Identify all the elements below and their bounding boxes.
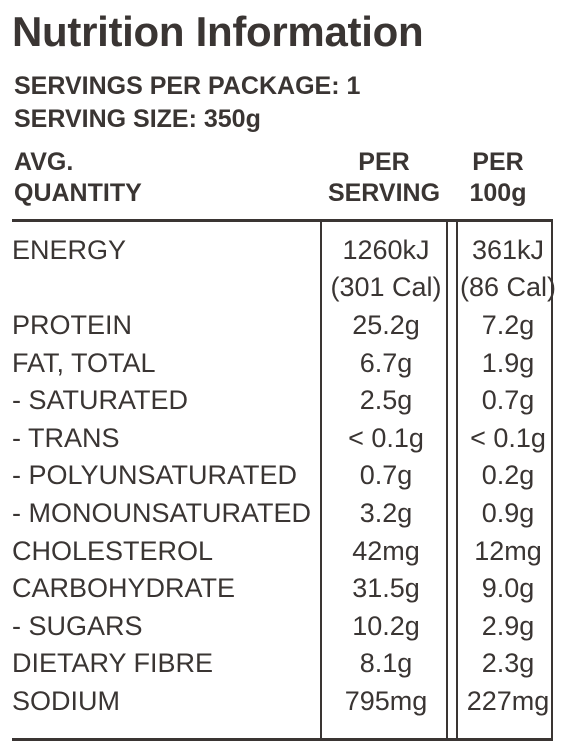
- table-row-monounsaturated: - MONOUNSATURATED 3.2g 0.9g: [0, 495, 570, 533]
- per-100g-value: 361kJ (86 Cal): [456, 232, 560, 306]
- nutrient-name: - MONOUNSATURATED: [12, 497, 311, 528]
- nutrient-table: ENERGY 1260kJ (301 Cal) 361kJ (86 Cal) P…: [0, 232, 570, 721]
- per-100g-value: 1.9g: [481, 347, 535, 378]
- table-row-trans: - TRANS < 0.1g < 0.1g: [0, 420, 570, 458]
- servings-per-package: SERVINGS PER PACKAGE: 1: [14, 72, 361, 100]
- per-serving-value: 2.5g: [359, 385, 413, 416]
- bottom-divider: [12, 738, 553, 741]
- per-serving-value: 3.2g: [359, 497, 413, 528]
- per-100g-value: 227mg: [466, 685, 550, 716]
- per-serving-value: 0.7g: [359, 460, 413, 491]
- energy-kj-per-100g: 361kJ: [471, 235, 545, 265]
- nutrient-name: SODIUM: [12, 685, 120, 716]
- per-100g-value: < 0.1g: [470, 422, 546, 453]
- table-row-fat-total: FAT, TOTAL 6.7g 1.9g: [0, 345, 570, 383]
- per-serving-value: 10.2g: [352, 610, 420, 641]
- per-serving-header-line1: PER: [358, 148, 410, 176]
- avg-quantity-header: AVG. QUANTITY: [14, 147, 142, 209]
- nutrient-name: DIETARY FIBRE: [12, 648, 214, 679]
- servings-info: SERVINGS PER PACKAGE: 1 SERVING SIZE: 35…: [14, 70, 360, 136]
- avg-quantity-header-line2: QUANTITY: [14, 179, 142, 207]
- serving-column-right-border: [446, 219, 448, 739]
- per-100g-value: 0.7g: [481, 385, 535, 416]
- table-row-sugars: - SUGARS 10.2g 2.9g: [0, 608, 570, 646]
- table-row-sodium: SODIUM 795mg 227mg: [0, 683, 570, 721]
- per-100g-value: 0.2g: [481, 460, 535, 491]
- per-serving-header: PER SERVING: [320, 147, 448, 209]
- table-row-saturated: - SATURATED 2.5g 0.7g: [0, 382, 570, 420]
- nutrient-name: - SUGARS: [12, 610, 143, 641]
- table-row-carbohydrate: CARBOHYDRATE 31.5g 9.0g: [0, 570, 570, 608]
- per-serving-value: 795mg: [344, 685, 428, 716]
- avg-quantity-header-line1: AVG.: [14, 148, 74, 176]
- nutrient-name: CHOLESTEROL: [12, 535, 214, 566]
- header-divider: [12, 219, 553, 222]
- energy-cal-per-serving: (301 Cal): [330, 272, 442, 302]
- per-serving-value: < 0.1g: [348, 422, 424, 453]
- per-serving-value: 8.1g: [359, 648, 413, 679]
- per-100g-value: 7.2g: [481, 310, 535, 340]
- per-serving-value: 25.2g: [352, 310, 420, 340]
- table-row-cholesterol: CHOLESTEROL 42mg 12mg: [0, 533, 570, 571]
- nutrient-name: PROTEIN: [12, 310, 133, 340]
- per-100g-value: 9.0g: [481, 573, 535, 604]
- nutrient-name: ENERGY: [12, 235, 127, 265]
- per-serving-header-line2: SERVING: [327, 179, 441, 207]
- serving-size: SERVING SIZE: 350g: [14, 105, 261, 133]
- per-100g-header-line1: PER: [472, 148, 524, 176]
- per-serving-value: 42mg: [352, 535, 420, 566]
- per-100g-column-right-border: [551, 219, 553, 739]
- page-title: Nutrition Information: [12, 8, 424, 55]
- per-100g-value: 2.3g: [481, 648, 535, 679]
- table-row-polyunsaturated: - POLYUNSATURATED 0.7g 0.2g: [0, 457, 570, 495]
- nutrient-name: FAT, TOTAL: [12, 347, 156, 378]
- per-100g-header: PER 100g: [457, 147, 539, 209]
- per-100g-header-line2: 100g: [469, 179, 527, 207]
- nutrient-name: CARBOHYDRATE: [12, 573, 236, 604]
- serving-column-left-border: [320, 219, 322, 739]
- table-row-dietary-fibre: DIETARY FIBRE 8.1g 2.3g: [0, 645, 570, 683]
- energy-cal-per-100g: (86 Cal): [459, 272, 557, 302]
- nutrient-name: - POLYUNSATURATED: [12, 460, 298, 491]
- per-serving-value: 1260kJ (301 Cal): [320, 232, 452, 306]
- table-row-energy: ENERGY 1260kJ (301 Cal) 361kJ (86 Cal): [0, 232, 570, 307]
- per-serving-value: 6.7g: [359, 347, 413, 378]
- nutrient-name: - SATURATED: [12, 385, 189, 416]
- energy-kj-per-serving: 1260kJ: [342, 235, 430, 265]
- per-100g-value: 12mg: [474, 535, 542, 566]
- per-100g-value: 0.9g: [481, 497, 535, 528]
- per-serving-value: 31.5g: [352, 573, 420, 604]
- nutrient-name: - TRANS: [12, 422, 120, 453]
- per-100g-column-left-border: [456, 219, 458, 739]
- per-100g-value: 2.9g: [481, 610, 535, 641]
- table-row-protein: PROTEIN 25.2g 7.2g: [0, 307, 570, 345]
